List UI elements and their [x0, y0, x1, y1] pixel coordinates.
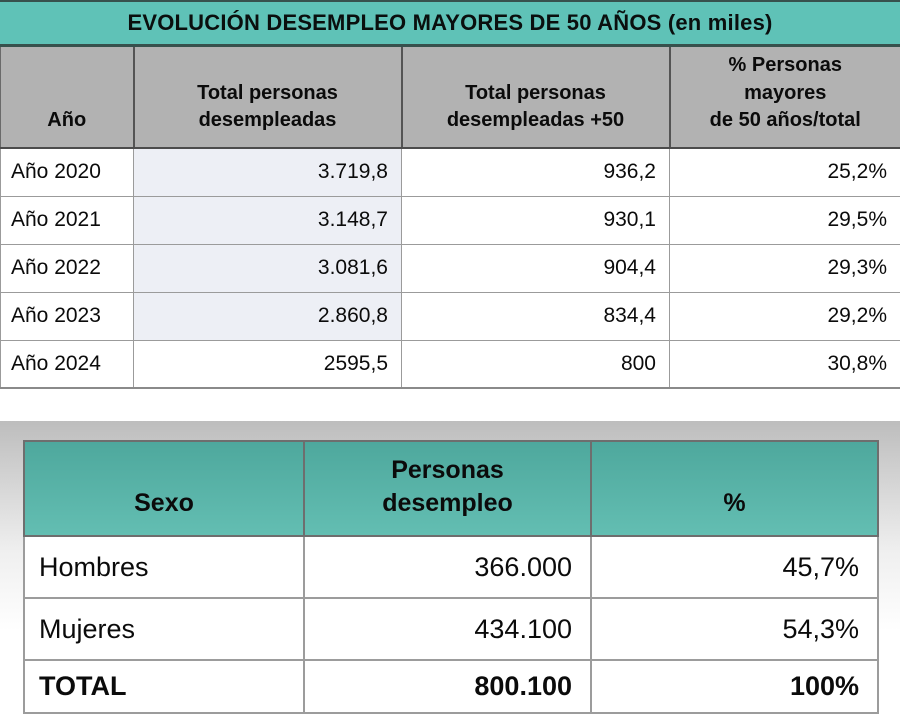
total-over50-cell: 904,4	[401, 243, 670, 293]
table1-header-row: Año Total personas desempleadas Total pe…	[0, 47, 900, 149]
table1-title-banner: EVOLUCIÓN DESEMPLEO MAYORES DE 50 AÑOS (…	[0, 0, 900, 47]
table2-row-hombres: Hombres 366.000 45,7%	[23, 535, 879, 599]
table1-row-2020: Año 2020 3.719,8 936,2 25,2%	[0, 147, 900, 197]
total-over50-cell: 930,1	[401, 195, 670, 245]
table1-header-year: Año	[0, 47, 135, 149]
gender-breakdown-table: Sexo Personas desempleo % Hombres 366.00…	[23, 440, 879, 714]
total-unemployed-cell: 2.860,8	[133, 291, 402, 341]
total-unemployed-cell: 2595,5	[133, 339, 402, 389]
table1-row-2022: Año 2022 3.081,6 904,4 29,3%	[0, 243, 900, 293]
table1-header-total-unemployed-over50: Total personas desempleadas +50	[401, 47, 671, 149]
percent-over50-cell: 29,5%	[669, 195, 900, 245]
percent-over50-cell: 29,2%	[669, 291, 900, 341]
unemployment-evolution-table: Año Total personas desempleadas Total pe…	[0, 47, 900, 389]
sex-cell: Mujeres	[23, 597, 305, 661]
total-over50-cell: 936,2	[401, 147, 670, 197]
table1-row-2021: Año 2021 3.148,7 930,1 29,5%	[0, 195, 900, 245]
year-cell: Año 2022	[0, 243, 134, 293]
unemployment-evolution-section: EVOLUCIÓN DESEMPLEO MAYORES DE 50 AÑOS (…	[0, 0, 900, 389]
table1-header-total-unemployed: Total personas desempleadas	[133, 47, 403, 149]
percent-over50-cell: 25,2%	[669, 147, 900, 197]
year-cell: Año 2020	[0, 147, 134, 197]
year-cell: Año 2024	[0, 339, 134, 389]
table1-row-2024: Año 2024 2595,5 800 30,8%	[0, 339, 900, 389]
sex-cell: TOTAL	[23, 659, 305, 714]
year-cell: Año 2023	[0, 291, 134, 341]
total-over50-cell: 834,4	[401, 291, 670, 341]
table2-header-sex: Sexo	[23, 440, 305, 537]
total-over50-cell: 800	[401, 339, 670, 389]
table1-row-2023: Año 2023 2.860,8 834,4 29,2%	[0, 291, 900, 341]
table1-header-percent-over50: % Personas mayores de 50 años/total	[669, 47, 900, 149]
year-cell: Año 2021	[0, 195, 134, 245]
gender-breakdown-section: Sexo Personas desempleo % Hombres 366.00…	[0, 421, 900, 719]
percent-over50-cell: 29,3%	[669, 243, 900, 293]
table2-row-mujeres: Mujeres 434.100 54,3%	[23, 597, 879, 661]
percent-cell: 54,3%	[590, 597, 879, 661]
persons-cell: 434.100	[303, 597, 592, 661]
table2-header-row: Sexo Personas desempleo %	[23, 440, 879, 537]
table2-row-total: TOTAL 800.100 100%	[23, 659, 879, 714]
persons-cell: 800.100	[303, 659, 592, 714]
total-unemployed-cell: 3.719,8	[133, 147, 402, 197]
table2-header-persons: Personas desempleo	[303, 440, 592, 537]
total-unemployed-cell: 3.148,7	[133, 195, 402, 245]
persons-cell: 366.000	[303, 535, 592, 599]
table2-header-percent: %	[590, 440, 879, 537]
percent-cell: 100%	[590, 659, 879, 714]
sex-cell: Hombres	[23, 535, 305, 599]
percent-cell: 45,7%	[590, 535, 879, 599]
total-unemployed-cell: 3.081,6	[133, 243, 402, 293]
percent-over50-cell: 30,8%	[669, 339, 900, 389]
